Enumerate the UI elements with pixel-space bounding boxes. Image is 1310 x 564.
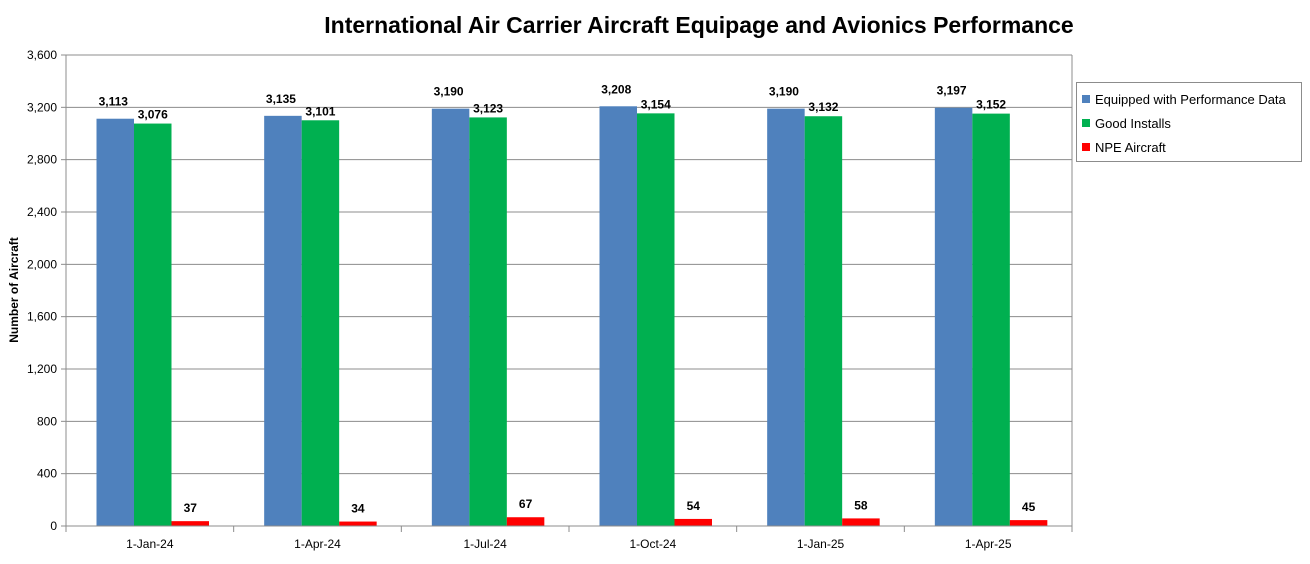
data-label: 3,135: [266, 92, 296, 106]
legend-item: NPE Aircraft: [1077, 135, 1301, 159]
data-label: 3,208: [601, 82, 631, 96]
y-tick-label: 1,600: [27, 310, 57, 324]
data-label: 3,101: [305, 104, 335, 118]
data-label: 3,152: [976, 98, 1006, 112]
bar: [339, 521, 377, 526]
bar: [1009, 520, 1048, 526]
data-label: 3,123: [473, 101, 503, 115]
legend-item: Equipped with Performance Data: [1077, 87, 1301, 111]
y-tick-label: 800: [37, 414, 57, 428]
data-labels: 3,113 3,076 37 3,135 3,101 34 3,190 3,123 67 3,20…: [99, 82, 1036, 515]
y-tick-label: 0: [50, 519, 57, 533]
bars: [96, 106, 1048, 527]
bar: [767, 108, 805, 527]
data-label: 3,076: [138, 108, 168, 122]
axes: 0 400 800 1,200 1,600 2,000 2,400 2,800 3,200 3,6…: [27, 48, 1073, 551]
y-tick-label: 400: [37, 467, 57, 481]
bar: [264, 115, 302, 527]
bar: [637, 113, 675, 526]
legend: Equipped with Performance Data Good Insta…: [1076, 82, 1302, 162]
data-label: 58: [854, 498, 868, 512]
legend-swatch: [1082, 119, 1090, 127]
bar: [506, 517, 545, 526]
y-tick-label: 1,200: [27, 362, 57, 376]
bar: [972, 113, 1010, 526]
bar: [96, 118, 134, 527]
gridlines: [66, 54, 1073, 526]
x-tick-label: 1-Apr-25: [965, 537, 1012, 551]
bar: [842, 518, 880, 526]
legend-swatch: [1082, 143, 1090, 151]
y-tick-label: 3,200: [27, 100, 57, 114]
data-label: 3,197: [937, 84, 967, 98]
data-label: 54: [687, 499, 701, 513]
legend-swatch: [1082, 95, 1090, 103]
data-label: 3,190: [434, 85, 464, 99]
data-label: 3,190: [769, 85, 799, 99]
x-tick-label: 1-Apr-24: [294, 537, 341, 551]
y-tick-label: 2,000: [27, 257, 57, 271]
legend-label: Good Installs: [1095, 115, 1171, 131]
data-label: 3,132: [808, 100, 838, 114]
y-axis-label: Number of Aircraft: [7, 237, 21, 343]
x-tick-label: 1-Jan-25: [797, 537, 845, 551]
y-tick-label: 2,800: [27, 153, 57, 167]
data-label: 67: [519, 497, 533, 511]
bar: [674, 518, 712, 526]
bar: [431, 108, 470, 527]
data-label: 45: [1022, 500, 1036, 514]
bar: [804, 116, 843, 526]
bar: [469, 117, 507, 526]
legend-label: Equipped with Performance Data: [1095, 91, 1286, 107]
bar: [599, 106, 637, 526]
bar: [934, 107, 973, 526]
bar: [171, 521, 209, 526]
bar: [134, 123, 172, 526]
x-tick-label: 1-Jul-24: [463, 537, 507, 551]
y-tick-label: 3,600: [27, 48, 57, 62]
x-tick-label: 1-Oct-24: [629, 537, 676, 551]
y-tick-label: 2,400: [27, 205, 57, 219]
legend-item: Good Installs: [1077, 111, 1301, 135]
chart-title: International Air Carrier Aircraft Equip…: [324, 12, 1074, 38]
bar: [301, 120, 340, 527]
data-label: 37: [184, 501, 198, 515]
data-label: 3,113: [99, 95, 129, 109]
data-label: 34: [351, 502, 365, 516]
legend-label: NPE Aircraft: [1095, 139, 1166, 155]
x-tick-label: 1-Jan-24: [126, 537, 174, 551]
data-label: 3,154: [641, 97, 671, 111]
